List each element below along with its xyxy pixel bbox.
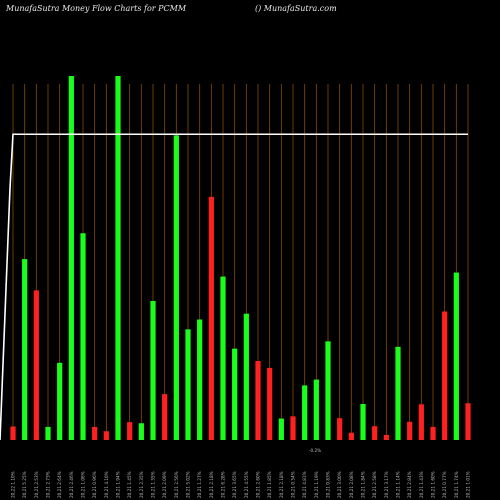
x-tick-label: 20,21 2.53% [34, 471, 39, 498]
x-tick-label: 20,21 2.18% [209, 471, 214, 498]
x-tick-label: 20,21 2.58% [372, 471, 377, 498]
bar [115, 76, 121, 440]
x-tick-label: 20,21 2.18% [279, 471, 284, 498]
x-tick-label: 20,21 1.06% [81, 471, 86, 498]
x-tick-label: 20,21 6.28% [221, 471, 226, 498]
chart-subtitle: () MunafaSutra.com [255, 4, 337, 13]
x-tick-label: 20,21 2.84% [407, 471, 412, 498]
bar [162, 394, 168, 440]
bar [383, 434, 389, 440]
bar [255, 361, 261, 440]
bar [185, 329, 191, 440]
x-tick-label: 20,21 0.54% [291, 471, 296, 498]
bar [57, 362, 63, 440]
money-flow-line [0, 133, 468, 441]
bar [208, 196, 214, 440]
bar [138, 423, 144, 440]
chart-title: MunafaSutra Money Flow Charts for PCMM [6, 4, 187, 13]
bar [92, 426, 98, 440]
bar [453, 272, 459, 440]
x-tick-label: 20,22 1.10% [11, 471, 16, 498]
bar [68, 76, 74, 440]
bar [232, 348, 238, 440]
x-tick-label: 20,21 0.83% [326, 471, 331, 498]
bar [325, 341, 331, 440]
x-tick-label: 20,21 1.14% [396, 471, 401, 498]
bar [278, 418, 284, 440]
x-tick-label: 20,21 1.45% [127, 471, 132, 498]
bar [302, 385, 308, 440]
bar [33, 290, 39, 440]
x-tick-label: 20,21 1.60% [431, 471, 436, 498]
x-tick-label: 20,21 2.64% [57, 471, 62, 498]
bar [267, 367, 273, 440]
bar [220, 276, 226, 440]
bar [407, 421, 413, 440]
bar [430, 426, 436, 440]
x-tick-label: 20,21 1.85% [267, 471, 272, 498]
x-tick-label: 20,21 5.02% [186, 471, 191, 498]
x-tick-label: 20,21 1.74% [454, 471, 459, 498]
x-tick-label: 20,21 3.65% [232, 471, 237, 498]
x-tick-label: 20,21 2.08% [349, 471, 354, 498]
x-tick-label: 20,21 1.01% [466, 471, 471, 498]
x-tick-label: 20,21 2.35% [139, 471, 144, 498]
bar [313, 379, 319, 440]
x-tick-label: 20,21 4.81% [302, 471, 307, 498]
x-tick-label: 20,21 2.56% [174, 471, 179, 498]
bar [290, 416, 296, 440]
bar [150, 300, 156, 440]
bar [10, 426, 16, 440]
bar [337, 418, 343, 440]
bar [372, 426, 378, 440]
x-tick-label: 20,21 0.96% [92, 471, 97, 498]
bar [348, 432, 354, 440]
x-tick-label: 20,21 3.00% [337, 471, 342, 498]
bar [418, 404, 424, 440]
x-tick-label: 20,21 5.25% [22, 471, 27, 498]
x-tick-label: 20,21 1.55% [151, 471, 156, 498]
x-tick-label: 20,21 1.94% [116, 471, 121, 498]
bar [243, 313, 249, 440]
bar [22, 259, 28, 440]
bar [127, 422, 133, 440]
x-tick-label: 20,21 1.19% [314, 471, 319, 498]
bar [395, 346, 401, 440]
bar [45, 426, 51, 440]
x-tick-label: 20,21 1.43% [419, 471, 424, 498]
x-tick-label: 20,21 4.55% [244, 471, 249, 498]
extra-label: -0.2% [309, 448, 321, 453]
x-tick-label: 20,21 2.60% [256, 471, 261, 498]
bar [80, 233, 86, 440]
bar [197, 319, 203, 440]
bar [465, 403, 471, 440]
bar [103, 431, 109, 440]
x-tick-label: 20,21 2.46% [69, 471, 74, 498]
x-tick-label: 20,21 2.09% [162, 471, 167, 498]
x-tick-label: 20,21 1.27% [197, 471, 202, 498]
bar [360, 403, 366, 440]
bar [173, 135, 179, 440]
bar [442, 311, 448, 440]
x-tick-label: 20,21 1.84% [361, 471, 366, 498]
x-tick-label: 20,21 2.73% [46, 471, 51, 498]
x-tick-label: 20,21 4.10% [104, 471, 109, 498]
x-tick-label: 20,21 0.77% [442, 471, 447, 498]
x-tick-label: 20,21 3.17% [384, 471, 389, 498]
